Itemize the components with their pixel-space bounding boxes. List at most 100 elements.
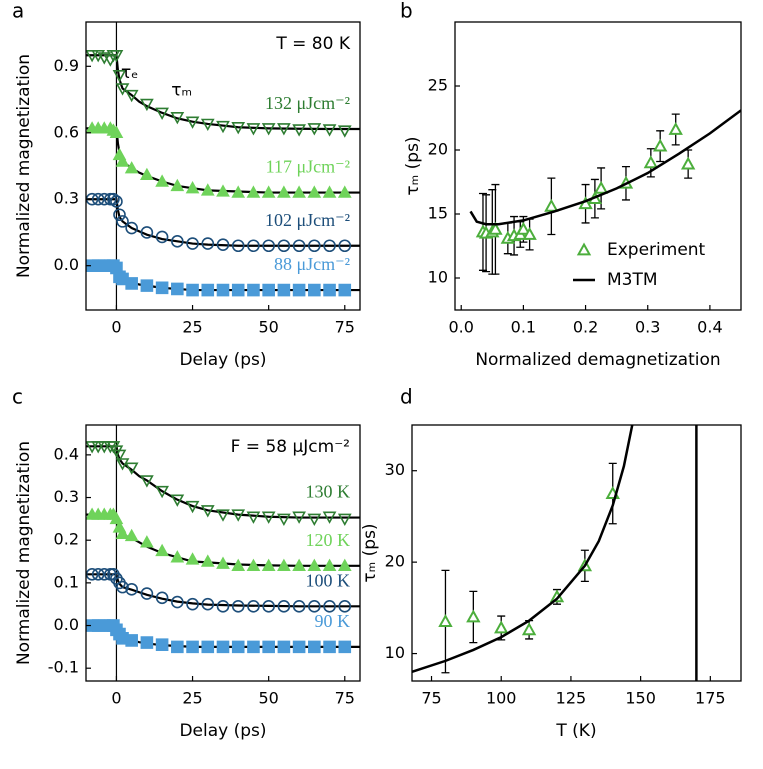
plot-area	[469, 109, 741, 275]
marker	[277, 123, 291, 136]
marker	[307, 513, 322, 527]
y-tick-label: 20	[428, 140, 448, 159]
marker	[292, 185, 306, 198]
marker	[171, 595, 184, 609]
marker	[277, 558, 291, 571]
marker	[97, 193, 111, 206]
marker	[544, 198, 559, 212]
marker	[292, 283, 306, 297]
annotation: τₑ	[121, 63, 138, 83]
marker	[231, 640, 245, 654]
marker	[277, 185, 291, 198]
marker	[91, 193, 105, 206]
marker	[155, 230, 169, 244]
y-axis-label: Normalized magnetization	[14, 441, 34, 665]
marker	[155, 638, 169, 652]
marker	[338, 283, 352, 297]
marker	[308, 283, 321, 297]
y-tick-label: 0.3	[54, 189, 79, 208]
marker	[170, 112, 185, 125]
marker	[261, 558, 276, 571]
marker	[338, 640, 352, 654]
marker	[261, 511, 276, 524]
marker	[107, 193, 120, 206]
marker	[231, 558, 246, 571]
y-tick-label: 30	[385, 460, 405, 479]
x-tick-label: 0.3	[635, 318, 660, 337]
marker	[155, 281, 169, 295]
marker	[216, 600, 230, 613]
marker	[140, 167, 154, 181]
y-axis-label: τₘ (ps)	[403, 136, 423, 195]
x-tick-label: 75	[421, 689, 441, 708]
marker	[246, 185, 261, 198]
marker	[322, 558, 337, 571]
marker	[155, 485, 169, 499]
marker	[680, 156, 696, 170]
series-label: 132 μJcm⁻²	[265, 93, 350, 113]
marker	[262, 239, 275, 252]
marker	[516, 221, 531, 235]
x-axis-label: Delay (ps)	[179, 350, 266, 370]
y-tick-label: 0.6	[54, 122, 79, 141]
marker	[104, 568, 117, 581]
marker	[277, 283, 291, 297]
y-axis-label: τₘ (ps)	[360, 523, 380, 582]
x-tick-label: 0.2	[573, 318, 598, 337]
marker	[337, 558, 352, 571]
panel: a Delay (ps) Normalized magnetization 0 25 50…	[12, 0, 361, 370]
marker	[170, 178, 185, 192]
marker	[231, 283, 245, 297]
marker	[171, 640, 184, 654]
x-tick-label: 25	[182, 318, 202, 337]
marker	[216, 640, 230, 654]
panel-label: c	[12, 385, 23, 409]
marker	[109, 125, 124, 138]
marker	[337, 513, 352, 527]
y-axis-label: Normalized magnetization	[14, 54, 34, 278]
marker	[308, 640, 321, 654]
marker	[140, 98, 154, 112]
marker	[124, 161, 139, 174]
series-label: 88 μJcm⁻²	[274, 254, 350, 274]
marker	[466, 609, 481, 623]
x-tick-label: 75	[335, 318, 355, 337]
series-label: 90 K	[315, 611, 351, 631]
marker	[112, 449, 127, 463]
marker	[292, 511, 306, 524]
legend-marker	[576, 242, 592, 256]
marker	[115, 154, 130, 167]
marker	[185, 500, 200, 514]
marker	[308, 600, 321, 613]
x-axis-label: Normalized demagnetization	[475, 350, 720, 370]
y-tick-label: 20	[385, 552, 405, 571]
marker	[308, 239, 321, 252]
marker	[216, 509, 230, 522]
marker	[201, 640, 215, 654]
marker	[86, 193, 99, 206]
marker	[200, 505, 215, 518]
marker	[307, 185, 322, 198]
marker	[104, 193, 117, 206]
marker	[185, 181, 200, 194]
y-tick-label: 0.0	[54, 615, 79, 634]
marker	[307, 123, 322, 136]
marker	[185, 552, 200, 565]
y-tick-label: 25	[428, 76, 448, 95]
marker	[125, 221, 138, 235]
panel-label: d	[400, 385, 413, 409]
marker	[112, 69, 127, 83]
marker	[140, 475, 154, 488]
annotation: τₘ	[171, 81, 192, 101]
marker	[337, 125, 352, 138]
series-label: 117 μJcm⁻²	[266, 157, 350, 177]
y-tick-label: 15	[428, 204, 448, 223]
marker	[110, 195, 123, 208]
plot-frame	[411, 424, 742, 682]
marker	[292, 640, 306, 654]
marker	[125, 634, 138, 647]
x-tick-label: 0.4	[697, 318, 722, 337]
marker	[292, 558, 306, 571]
x-tick-label: 50	[258, 689, 278, 708]
marker	[277, 513, 291, 527]
